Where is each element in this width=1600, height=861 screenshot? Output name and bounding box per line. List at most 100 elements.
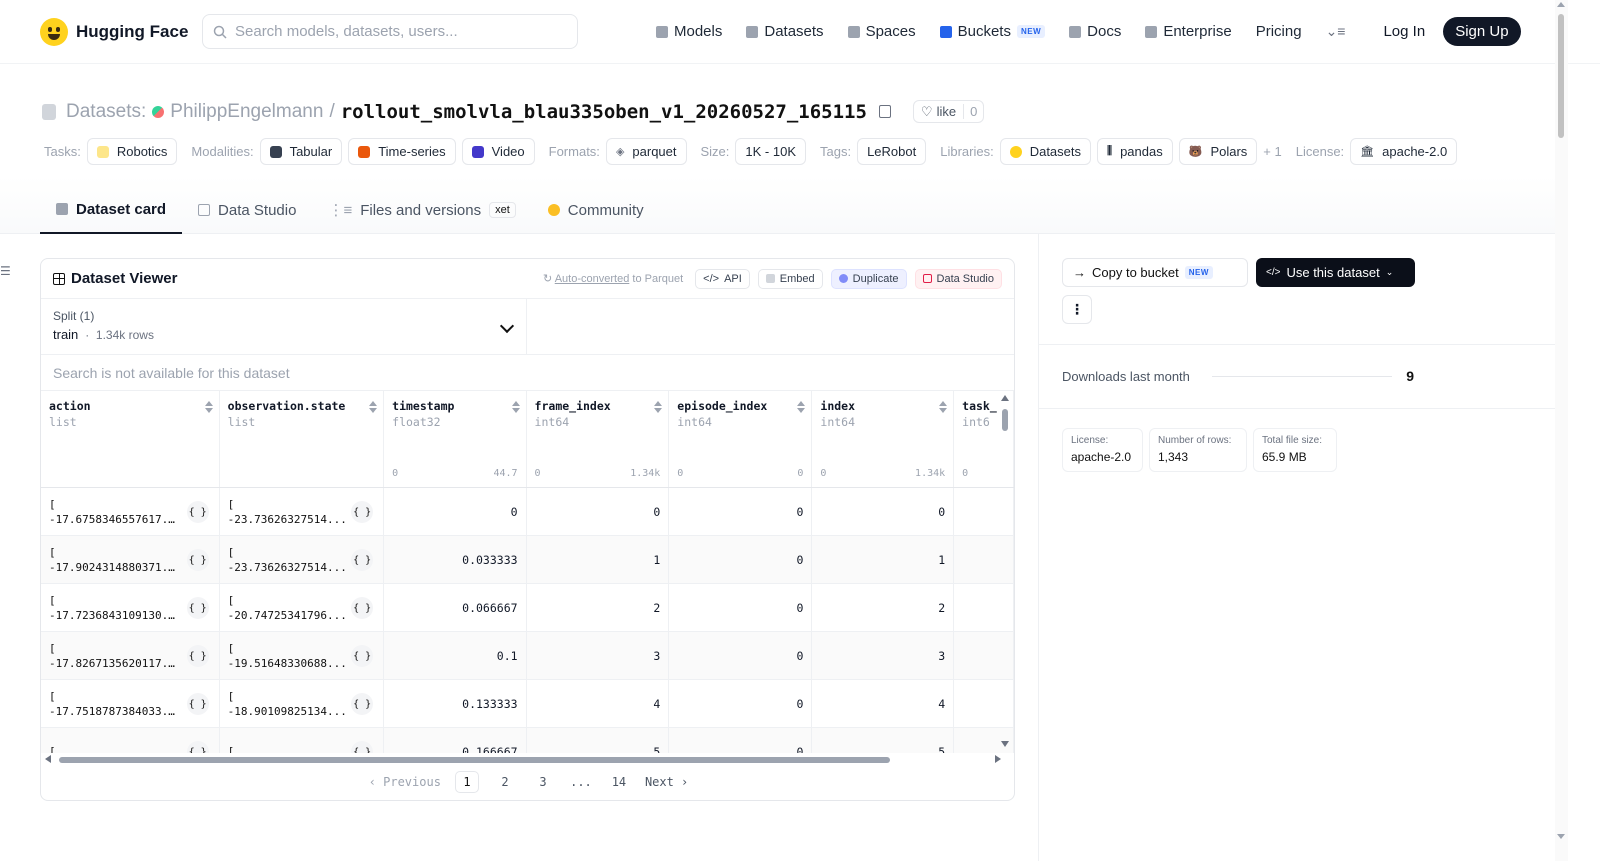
copy-to-bucket-button[interactable]: → Copy to bucket NEW — [1062, 258, 1248, 287]
histogram[interactable] — [677, 439, 803, 465]
expand-json-icon[interactable]: { } — [351, 645, 374, 667]
tab-dataset-card[interactable]: Dataset card — [40, 186, 183, 234]
column-header-observation-state[interactable]: observation.state list — [219, 391, 385, 488]
column-header-index[interactable]: index int64 0 1.34k — [811, 391, 955, 488]
horizontal-scrollbar[interactable] — [45, 755, 1001, 765]
page-14-button[interactable]: 14 — [611, 775, 627, 789]
next-page-button[interactable]: Next › — [644, 775, 689, 789]
repo-owner[interactable]: PhilippEngelmann — [170, 100, 324, 122]
split-selector[interactable]: Split (1) train · 1.34k rows — [41, 299, 527, 354]
sort-icon[interactable] — [369, 401, 378, 413]
search-box[interactable] — [202, 14, 578, 49]
expand-json-icon[interactable]: { } — [186, 693, 209, 715]
expand-json-icon[interactable]: { } — [351, 597, 374, 619]
list-cell[interactable]: [-20.74725341796... { } — [219, 583, 385, 632]
data-studio-button[interactable]: Data Studio — [914, 268, 1002, 289]
list-cell[interactable]: [-19.51648330688... { } — [219, 631, 385, 680]
tag-parquet[interactable]: ◈ parquet — [605, 138, 687, 165]
sidebar-toggle-icon[interactable]: ☰ — [0, 264, 11, 278]
list-cell[interactable]: [-23.73626327514... { } — [219, 535, 385, 584]
tag-time-series[interactable]: Time-series — [348, 138, 456, 165]
previous-page-button[interactable]: ‹ Previous — [368, 775, 441, 789]
sort-icon[interactable] — [797, 401, 806, 413]
sort-icon[interactable] — [204, 401, 213, 413]
login-link[interactable]: Log In — [1383, 23, 1426, 40]
brand[interactable]: Hugging Face — [40, 17, 202, 46]
more-menu-icon[interactable]: ⌄≡ — [1325, 23, 1346, 39]
tag-license[interactable]: 🏛 apache-2.0 — [1350, 138, 1458, 165]
expand-json-icon[interactable]: { } — [186, 597, 209, 619]
expand-json-icon[interactable]: { } — [186, 741, 209, 753]
nav-models[interactable]: Models — [656, 23, 722, 40]
list-cell[interactable]: [-18.90109825134... { } — [219, 679, 385, 728]
tab-data-studio[interactable]: Data Studio — [182, 186, 312, 234]
column-header-timestamp[interactable]: timestamp float32 0 44.7 — [383, 391, 527, 488]
list-open: [ — [49, 689, 56, 703]
tab-community[interactable]: Community — [532, 186, 660, 234]
repo-name[interactable]: rollout_smolvla_blau335oben_v1_20260527_… — [340, 100, 867, 123]
page-scrollbar[interactable] — [1555, 0, 1568, 861]
page-2-button[interactable]: 2 — [501, 775, 509, 789]
tag-tabular[interactable]: Tabular — [259, 138, 343, 165]
column-header-action[interactable]: action list — [41, 391, 220, 488]
nav-spaces[interactable]: Spaces — [847, 23, 916, 40]
nav-label: Pricing — [1255, 23, 1302, 40]
copy-icon[interactable] — [878, 105, 891, 118]
expand-json-icon[interactable]: { } — [351, 549, 374, 571]
license-label: License: — [1295, 144, 1345, 159]
page-1-button[interactable]: 1 — [454, 771, 479, 793]
data-table: action list observation.state list timesta… — [41, 391, 1014, 753]
signup-button[interactable]: Sign Up — [1443, 17, 1521, 46]
expand-json-icon[interactable]: { } — [351, 693, 374, 715]
expand-json-icon[interactable]: { } — [351, 741, 374, 753]
column-header-frame-index[interactable]: frame_index int64 0 1.34k — [526, 391, 670, 488]
like-button[interactable]: ♡ like 0 — [912, 100, 985, 123]
repo-type[interactable]: Datasets: — [66, 100, 147, 122]
list-cell[interactable]: [-17.7236843109130... { } — [41, 583, 220, 632]
list-cell[interactable]: [-17.9024314880371... { } — [41, 535, 220, 584]
tag-lib-datasets[interactable]: Datasets — [999, 138, 1092, 165]
tag-lib-polars[interactable]: 🐻 Polars — [1178, 138, 1258, 165]
tag-lerobot[interactable]: LeRobot — [857, 138, 927, 165]
embed-button[interactable]: Embed — [757, 268, 823, 289]
tag-robotics[interactable]: Robotics — [86, 138, 178, 165]
sort-icon[interactable] — [654, 401, 663, 413]
tag-video[interactable]: Video — [461, 138, 535, 165]
more-options-button[interactable]: ⋮ — [1062, 295, 1092, 324]
histogram[interactable] — [820, 439, 945, 465]
duplicate-button[interactable]: Duplicate — [830, 268, 907, 289]
use-this-dataset-button[interactable]: </> Use this dataset ⌄ — [1256, 258, 1415, 287]
list-cell[interactable]: [-17.7518787384033... { } — [41, 679, 220, 728]
vertical-scrollbar[interactable] — [999, 391, 1011, 753]
list-cell[interactable]: [-17.8267135620117... { } — [41, 631, 220, 680]
tag-lib-pandas[interactable]: ⫼ pandas — [1097, 138, 1173, 165]
nav-pricing[interactable]: Pricing — [1256, 23, 1302, 40]
expand-json-icon[interactable]: { } — [351, 501, 374, 523]
tab-files[interactable]: ⋮≡ Files and versions xet — [312, 186, 531, 234]
sort-icon[interactable] — [511, 401, 520, 413]
expand-json-icon[interactable]: { } — [186, 501, 209, 523]
hugging-face-icon — [1009, 145, 1022, 158]
histogram[interactable] — [392, 439, 517, 465]
expand-json-icon[interactable]: { } — [186, 645, 209, 667]
list-cell[interactable]: [-23.73626327514... { } — [219, 487, 385, 536]
api-button[interactable]: </> API — [695, 268, 750, 289]
list-cell[interactable]: [{ } — [41, 727, 220, 753]
libraries-more[interactable]: + 1 — [1263, 144, 1282, 159]
nav-datasets[interactable]: Datasets — [746, 23, 824, 40]
list-cell[interactable]: [-17.6758346557617... { } — [41, 487, 220, 536]
tab-label: Dataset card — [76, 200, 167, 218]
nav-docs[interactable]: Docs — [1069, 23, 1121, 40]
nav-enterprise[interactable]: Enterprise — [1145, 23, 1232, 40]
auto-converted-link[interactable]: Auto-converted — [554, 273, 630, 285]
tag-size[interactable]: 1K - 10K — [735, 138, 806, 165]
list-cell[interactable]: [{ } — [219, 727, 385, 753]
sort-icon[interactable] — [939, 401, 948, 413]
search-input[interactable] — [235, 23, 567, 40]
histogram[interactable] — [535, 439, 661, 465]
nav-buckets[interactable]: Buckets NEW — [939, 23, 1046, 40]
page-3-button[interactable]: 3 — [539, 775, 547, 789]
column-header-task-index[interactable]: task_ int6 0 — [953, 391, 1014, 488]
expand-json-icon[interactable]: { } — [186, 549, 209, 571]
